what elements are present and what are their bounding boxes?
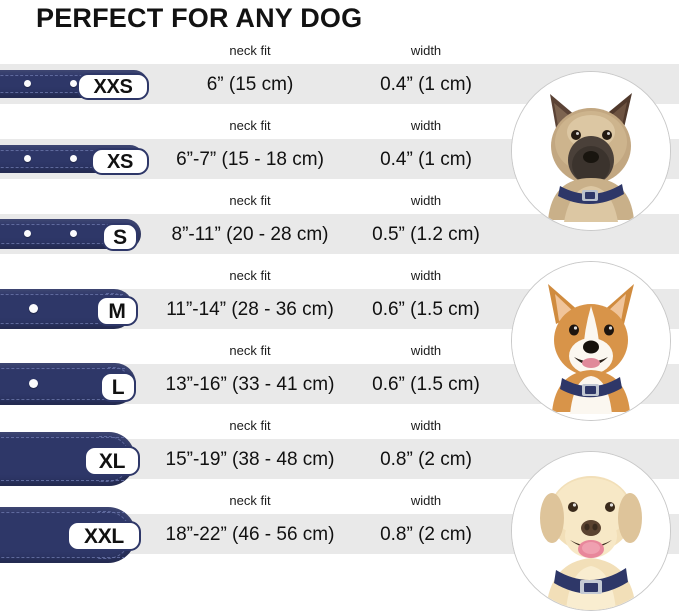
width-value-m: 0.6” (1.5 cm): [372, 299, 480, 320]
corgi-photo: [511, 261, 671, 421]
strap-hole: [29, 304, 38, 313]
strap-hole: [70, 155, 77, 162]
neck-fit-header: neck fit: [229, 193, 271, 208]
width-value-xxl: 0.8” (2 cm): [380, 524, 472, 545]
size-badge-s: S: [102, 223, 138, 251]
strap-hole: [24, 155, 31, 162]
width-header: width: [410, 268, 442, 283]
width-header: width: [410, 193, 442, 208]
width-value-xxs: 0.4” (1 cm): [380, 74, 472, 95]
corgi-illustration: [512, 262, 670, 420]
strap-hole: [24, 80, 31, 87]
size-row-xl: neck fit width XL 15”-19” (38 - 48 cm) 0…: [0, 415, 679, 490]
neck-fit-header: neck fit: [229, 418, 271, 433]
neck-fit-value-xxl: 18”-22” (46 - 56 cm): [165, 524, 335, 545]
size-row-s: neck fit width S 8”-11” (20 - 28 cm) 0.5…: [0, 190, 679, 265]
size-badge-m: M: [96, 296, 138, 326]
size-badge-l: L: [100, 372, 136, 402]
page-title: PERFECT FOR ANY DOG: [36, 3, 363, 33]
size-badge-xl: XL: [84, 446, 140, 476]
width-header: width: [410, 493, 442, 508]
neck-fit-value-xs: 6”-7” (15 - 18 cm): [176, 149, 324, 170]
width-value-xl: 0.8” (2 cm): [380, 449, 472, 470]
size-badge-xs: XS: [91, 148, 149, 175]
labrador-photo: [511, 451, 671, 611]
neck-fit-value-l: 13”-16” (33 - 41 cm): [165, 374, 335, 395]
width-value-l: 0.6” (1.5 cm): [372, 374, 480, 395]
neck-fit-header: neck fit: [229, 268, 271, 283]
neck-fit-value-m: 11”-14” (28 - 36 cm): [166, 299, 334, 320]
labrador-illustration: [512, 452, 670, 610]
neck-fit-header: neck fit: [229, 493, 271, 508]
neck-fit-value-xl: 15”-19” (38 - 48 cm): [165, 449, 335, 470]
neck-fit-value-xxs: 6” (15 cm): [206, 74, 294, 95]
width-header: width: [410, 118, 442, 133]
neck-fit-value-s: 8”-11” (20 - 28 cm): [171, 224, 329, 245]
strap-hole: [29, 379, 38, 388]
size-badge-xxs: XXS: [77, 73, 149, 100]
strap-hole: [70, 80, 77, 87]
size-badge-xxl: XXL: [67, 521, 141, 551]
neck-fit-header: neck fit: [229, 343, 271, 358]
width-value-xs: 0.4” (1 cm): [380, 149, 472, 170]
width-header: width: [410, 343, 442, 358]
width-value-s: 0.5” (1.2 cm): [372, 224, 480, 245]
cairn-terrier-illustration: [512, 72, 670, 230]
strap-hole: [70, 230, 77, 237]
width-header: width: [410, 418, 442, 433]
neck-fit-header: neck fit: [229, 118, 271, 133]
width-header: width: [410, 43, 442, 58]
strap-hole: [24, 230, 31, 237]
cairn-terrier-photo: [511, 71, 671, 231]
neck-fit-header: neck fit: [229, 43, 271, 58]
